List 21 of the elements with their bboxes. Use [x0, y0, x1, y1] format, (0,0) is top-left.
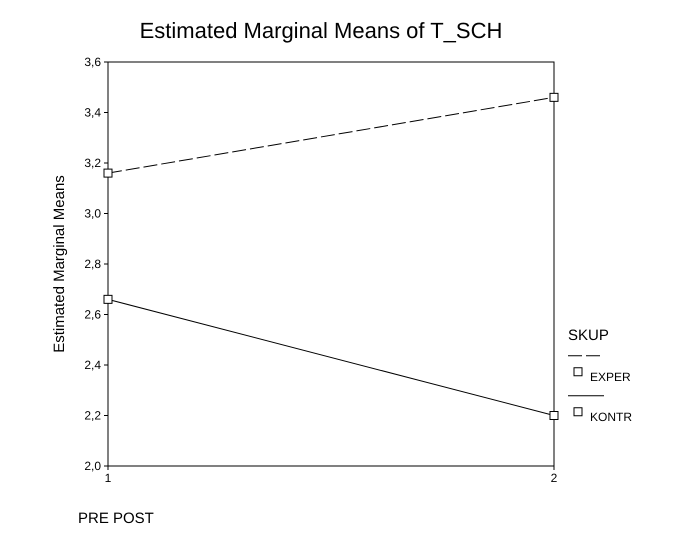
y-tick-label: 2,8 [84, 257, 102, 271]
chart-title: Estimated Marginal Means of T_SCH [140, 18, 502, 43]
point [550, 411, 558, 420]
y-tick-label: 2,4 [84, 358, 102, 372]
y-tick-label: 2,2 [84, 408, 102, 422]
y-tick-label: 3,2 [84, 156, 102, 170]
y-tick-label: 2,6 [84, 308, 102, 322]
y-tick-label: 3,0 [84, 206, 102, 220]
y-axis-title: Estimated Marginal Means [51, 175, 68, 353]
x-tick-label: 1 [104, 471, 112, 485]
y-tick-label: 3,4 [84, 106, 102, 120]
point [550, 92, 558, 102]
x-tick-label: 2 [550, 471, 558, 485]
point [104, 168, 112, 178]
point [104, 294, 112, 304]
y-tick-label: 3,6 [84, 55, 102, 69]
legend-label: EXPER [590, 370, 632, 384]
legend-label: KONTR [590, 410, 632, 424]
x-axis-title: PRE POST [78, 510, 154, 527]
y-tick-label: 2,0 [84, 459, 102, 473]
legend-title: SKUP [568, 326, 609, 344]
